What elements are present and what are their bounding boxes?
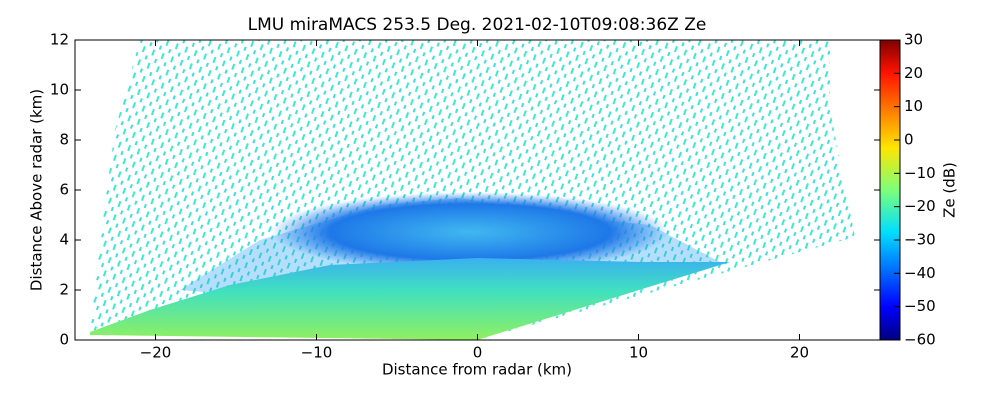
colorbar-tick-label: −60 [904, 331, 936, 349]
colorbar-tick-label: −40 [904, 264, 936, 282]
radar-field [90, 40, 855, 340]
y-tick-label: 10 [50, 81, 69, 99]
x-tick-label: 0 [473, 344, 483, 362]
y-tick-label: 4 [59, 231, 69, 249]
colorbar-tick-label: −50 [904, 297, 936, 315]
colorbar-tick-label: 30 [904, 31, 923, 49]
colorbar-tick-label: 20 [904, 64, 923, 82]
colorbar-tick-label: −20 [904, 197, 936, 215]
x-tick-label: 20 [790, 344, 809, 362]
colorbar-tick-label: −10 [904, 164, 936, 182]
colorbar [879, 39, 901, 341]
y-tick-label: 12 [50, 31, 69, 49]
colorbar-label: Ze (dB) [941, 162, 959, 218]
y-tick-label: 2 [59, 281, 69, 299]
x-tick-label: −20 [140, 344, 172, 362]
y-tick-label: 6 [59, 181, 69, 199]
colorbar-tick-label: 10 [904, 97, 923, 115]
chart-title: LMU miraMACS 253.5 Deg. 2021-02-10T09:08… [248, 15, 707, 35]
x-axis-label: Distance from radar (km) [382, 361, 572, 379]
colorbar-tick-label: −30 [904, 231, 936, 249]
colorbar-tick-label: 0 [904, 131, 914, 149]
y-tick-label: 0 [59, 331, 69, 349]
y-axis-label: Distance Above radar (km) [28, 89, 46, 291]
x-tick-label: 10 [629, 344, 648, 362]
y-tick-label: 8 [59, 131, 69, 149]
x-tick-label: −10 [301, 344, 333, 362]
